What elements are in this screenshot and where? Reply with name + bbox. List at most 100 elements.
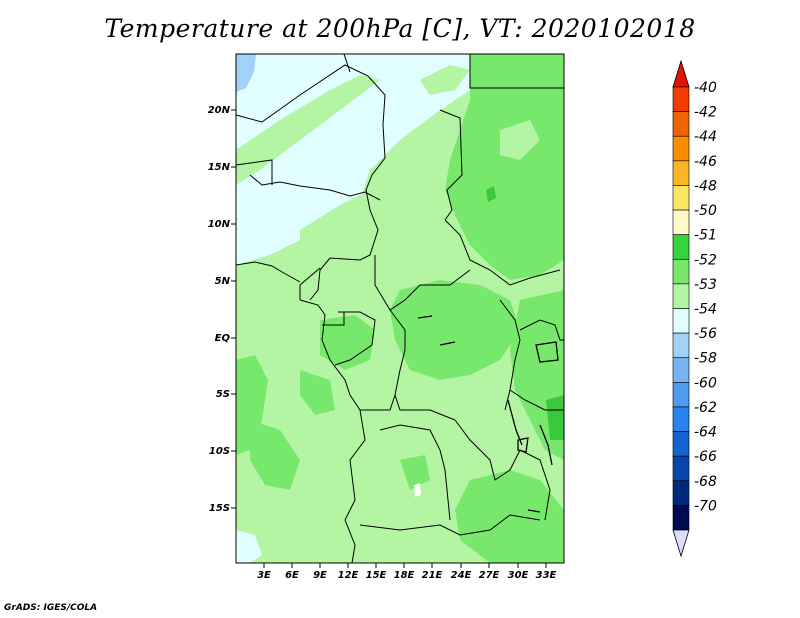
colorbar-label: -66 xyxy=(694,449,717,465)
lat-label-20n: 20N xyxy=(208,105,231,116)
lat-label-15s: 15S xyxy=(209,503,230,514)
border-north-1 xyxy=(236,64,386,211)
mid-green-patch-1 xyxy=(300,370,335,415)
colorbar-cells xyxy=(672,86,690,531)
cyan-region-northwest xyxy=(236,54,470,265)
border-angola-coast xyxy=(344,409,366,563)
coast-west-africa xyxy=(236,261,301,283)
lon-label-33e: 33E xyxy=(536,570,557,581)
mid-green-region-west-ocean xyxy=(236,355,268,455)
colorbar-cell xyxy=(672,135,690,162)
lat-label-10n: 10N xyxy=(208,219,231,230)
border-gabon xyxy=(334,311,376,366)
colorbar-labels: -40 -42 -44 -46 -48 -50 -51 -52 -53 -54 -56 -58 -60 -… xyxy=(694,80,717,514)
lon-label-9e: 9E xyxy=(313,570,327,581)
lake-victoria xyxy=(535,341,559,363)
border-zambia xyxy=(454,419,521,481)
border-angola-east xyxy=(379,424,451,521)
country-borders xyxy=(236,54,564,563)
mid-green-patch-2 xyxy=(400,455,430,490)
border-congo xyxy=(389,309,456,421)
green-streak-3 xyxy=(420,65,470,95)
temperature-field xyxy=(236,54,564,563)
border-nigeria xyxy=(299,267,321,300)
colorbar-label: -42 xyxy=(694,105,717,121)
lake-mweru xyxy=(517,437,529,453)
border-eq-guinea xyxy=(322,312,345,326)
colorbar-cell xyxy=(672,160,690,186)
colorbar: -40 -42 -44 -46 -48 -50 -51 -52 -53 -54 -56 -58 -60 -… xyxy=(672,59,717,558)
coast-central-africa xyxy=(299,299,351,396)
colorbar-cell xyxy=(672,234,690,260)
cyan-patch-southwest xyxy=(236,530,262,563)
colorbar-label: -58 xyxy=(694,351,717,367)
colorbar-label: -52 xyxy=(694,252,717,268)
colorbar-label: -62 xyxy=(694,400,717,416)
river-1 xyxy=(417,315,433,319)
colorbar-label: -56 xyxy=(694,326,717,342)
colorbar-label: -40 xyxy=(694,80,717,96)
white-spot-1 xyxy=(414,483,421,497)
mid-green-region-central xyxy=(390,280,520,380)
green-streak-1 xyxy=(236,75,380,185)
colorbar-label: -64 xyxy=(694,425,717,441)
lat-label-eq: EQ xyxy=(215,333,231,344)
colorbar-cell xyxy=(672,111,690,137)
lon-label-21e: 21E xyxy=(422,570,443,581)
colorbar-cell xyxy=(672,209,690,235)
lat-label-10s: 10S xyxy=(209,446,230,457)
mid-green-region-gabon xyxy=(320,315,375,370)
colorbar-cell xyxy=(672,332,690,359)
border-namibia xyxy=(359,514,541,536)
lat-label-5s: 5S xyxy=(216,389,230,400)
border-car-sudan xyxy=(444,219,561,286)
colorbar-label: -48 xyxy=(694,178,717,194)
lon-label-18e: 18E xyxy=(394,570,415,581)
colorbar-cell xyxy=(672,406,690,432)
colorbar-cell xyxy=(672,505,690,531)
border-uganda-drc xyxy=(499,299,521,411)
river-2 xyxy=(439,341,456,346)
colorbar-label: -44 xyxy=(694,129,717,145)
colorbar-cell xyxy=(672,283,690,309)
colorbar-cell xyxy=(672,357,690,383)
border-niger xyxy=(249,174,381,201)
border-mali xyxy=(236,159,273,185)
mid-green-region-east xyxy=(445,54,564,280)
lon-label-3e: 3E xyxy=(257,570,271,581)
border-mozambique xyxy=(519,449,551,521)
colorbar-cell xyxy=(672,455,690,482)
colorbar-label: -51 xyxy=(694,228,717,244)
mid-green-region-southwest xyxy=(250,420,300,490)
lon-label-15e: 15E xyxy=(366,570,387,581)
longitude-ticks: 3E 6E 9E 12E 15E 18E 21E 24E 27E 30E 33E xyxy=(257,563,557,581)
colorbar-label: -46 xyxy=(694,154,717,170)
lat-label-15n: 15N xyxy=(208,162,231,173)
lon-label-30e: 30E xyxy=(508,570,529,581)
lakes xyxy=(417,315,559,513)
blue-patch-northwest xyxy=(236,54,256,92)
dark-green-spot-2 xyxy=(546,395,564,440)
colorbar-cell xyxy=(672,431,690,457)
lon-label-27e: 27E xyxy=(479,570,500,581)
lon-label-12e: 12E xyxy=(338,570,359,581)
lake-kariba xyxy=(527,509,541,513)
lon-label-24e: 24E xyxy=(451,570,472,581)
colorbar-top-arrow xyxy=(672,59,690,88)
colorbar-cell xyxy=(672,382,690,408)
border-chad-cameroon xyxy=(309,209,379,301)
colorbar-cell xyxy=(672,480,690,506)
lake-tanganyika xyxy=(507,399,523,446)
colorbar-label: -50 xyxy=(694,203,717,219)
green-streak-4 xyxy=(500,120,540,160)
colorbar-label: -60 xyxy=(694,375,717,391)
colorbar-cell xyxy=(672,258,690,285)
border-angola-north xyxy=(349,394,396,411)
border-car xyxy=(374,255,471,311)
colorbar-cell xyxy=(672,86,690,112)
colorbar-label: -53 xyxy=(694,277,717,293)
green-streak-2 xyxy=(300,190,370,245)
colorbar-bottom-arrow xyxy=(672,529,690,558)
dark-green-spot-1 xyxy=(486,186,496,202)
